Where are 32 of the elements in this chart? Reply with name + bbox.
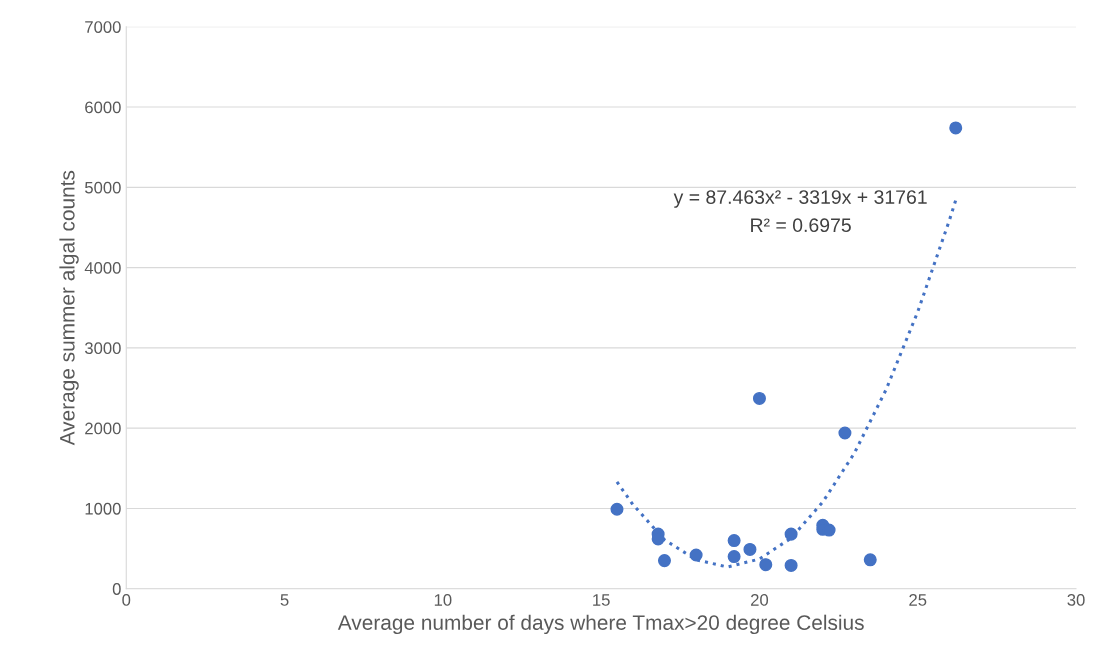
x-tick-label: 30 <box>1067 594 1085 606</box>
point <box>610 502 624 516</box>
y-tick-label: 3000 <box>84 342 121 355</box>
point <box>689 548 703 562</box>
point <box>743 542 757 556</box>
y-tick-label: 6000 <box>85 101 121 114</box>
annotation: R² = 0.6975 <box>751 218 851 233</box>
y-tick-label: 5000 <box>85 181 121 194</box>
point <box>949 121 963 135</box>
point <box>727 534 741 548</box>
point <box>863 553 877 567</box>
x-tick-label: 15 <box>593 594 610 606</box>
annotation: y = 87.463x² - 3319x + 31761 <box>673 190 927 208</box>
point <box>784 558 798 572</box>
x-tick-label: 20 <box>751 594 769 606</box>
point <box>759 558 773 572</box>
y-axis-title: Average summer algal counts <box>59 170 79 446</box>
point <box>784 527 798 541</box>
y-tick-label: 0 <box>112 583 121 595</box>
point <box>752 391 766 405</box>
y-tick-label: 7000 <box>85 21 121 33</box>
point <box>657 554 671 568</box>
point <box>838 426 852 440</box>
x-tick-label: 25 <box>909 594 927 606</box>
point <box>727 550 741 564</box>
x-tick-label: 5 <box>280 594 289 606</box>
y-tick-label: 4000 <box>84 262 121 274</box>
y-tick-label: 1000 <box>85 502 121 515</box>
x-tick-label: 0 <box>122 594 131 606</box>
x-tick-label: 10 <box>434 594 452 606</box>
x-axis-title: Average number of days where Tmax>20 degree Celsius <box>337 614 864 635</box>
y-tick-label: 2000 <box>85 422 121 435</box>
